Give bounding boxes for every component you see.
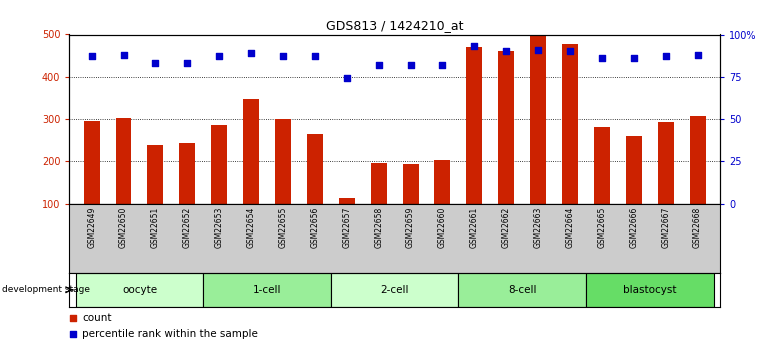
Point [500, 49, 512, 54]
Text: development stage: development stage [2, 285, 89, 294]
Bar [498, 51, 514, 204]
Bar [531, 36, 546, 204]
Text: GSM22658: GSM22658 [374, 207, 383, 248]
Point [149, 60, 162, 66]
Text: GSM22661: GSM22661 [470, 207, 479, 248]
Bar [626, 136, 642, 204]
Point [691, 52, 704, 58]
Text: GSM22662: GSM22662 [502, 207, 511, 248]
Bar [467, 47, 482, 204]
Bar [307, 134, 323, 204]
Bar [331, 273, 458, 307]
Bar [147, 145, 163, 204]
Bar [434, 160, 450, 204]
Text: GSM22654: GSM22654 [246, 207, 256, 248]
Text: GSM22666: GSM22666 [629, 207, 638, 248]
Point [245, 50, 257, 56]
Text: 8-cell: 8-cell [508, 285, 537, 295]
Text: GSM22652: GSM22652 [182, 207, 192, 248]
Bar [594, 127, 610, 204]
Point [340, 76, 353, 81]
Point [596, 56, 608, 61]
Bar [458, 273, 586, 307]
Point [468, 43, 480, 49]
Bar [586, 273, 714, 307]
Point [85, 54, 98, 59]
Point [181, 60, 193, 66]
Text: GSM22655: GSM22655 [279, 207, 287, 248]
Text: GSM22653: GSM22653 [215, 207, 224, 248]
Text: GSM22656: GSM22656 [310, 207, 320, 248]
Bar [203, 273, 331, 307]
Bar [243, 99, 259, 204]
Bar [658, 122, 674, 204]
Point [373, 62, 385, 68]
Text: GSM22657: GSM22657 [343, 207, 351, 248]
Text: GSM22664: GSM22664 [565, 207, 574, 248]
Point [117, 52, 129, 58]
Text: GSM22649: GSM22649 [87, 207, 96, 248]
Point [256, 111, 268, 117]
Text: GSM22650: GSM22650 [119, 207, 128, 248]
Text: GSM22660: GSM22660 [438, 207, 447, 248]
Bar [370, 162, 387, 204]
Text: GSM22667: GSM22667 [661, 207, 670, 248]
Text: count: count [82, 313, 112, 323]
Point [213, 54, 226, 59]
Text: GSM22659: GSM22659 [406, 207, 415, 248]
Bar [403, 164, 419, 204]
Bar [690, 116, 705, 204]
Bar [84, 121, 99, 204]
Bar [275, 119, 291, 204]
Text: oocyte: oocyte [122, 285, 157, 295]
Title: GDS813 / 1424210_at: GDS813 / 1424210_at [326, 19, 464, 32]
Point [404, 62, 417, 68]
Bar [75, 273, 203, 307]
Text: percentile rank within the sample: percentile rank within the sample [82, 329, 258, 339]
Text: 2-cell: 2-cell [380, 285, 409, 295]
Text: GSM22663: GSM22663 [534, 207, 543, 248]
Point [437, 62, 449, 68]
Point [660, 54, 672, 59]
Bar [562, 44, 578, 204]
Point [309, 54, 321, 59]
Point [628, 56, 640, 61]
Bar [339, 198, 355, 204]
Point [256, 253, 268, 258]
Point [277, 54, 290, 59]
Bar [211, 125, 227, 204]
Text: GSM22651: GSM22651 [151, 207, 160, 248]
Bar [179, 143, 196, 204]
Text: GSM22668: GSM22668 [693, 207, 702, 248]
Text: 1-cell: 1-cell [253, 285, 281, 295]
Text: GSM22665: GSM22665 [598, 207, 607, 248]
Bar [116, 118, 132, 204]
Text: blastocyst: blastocyst [623, 285, 677, 295]
Point [532, 47, 544, 52]
Point [564, 49, 576, 54]
